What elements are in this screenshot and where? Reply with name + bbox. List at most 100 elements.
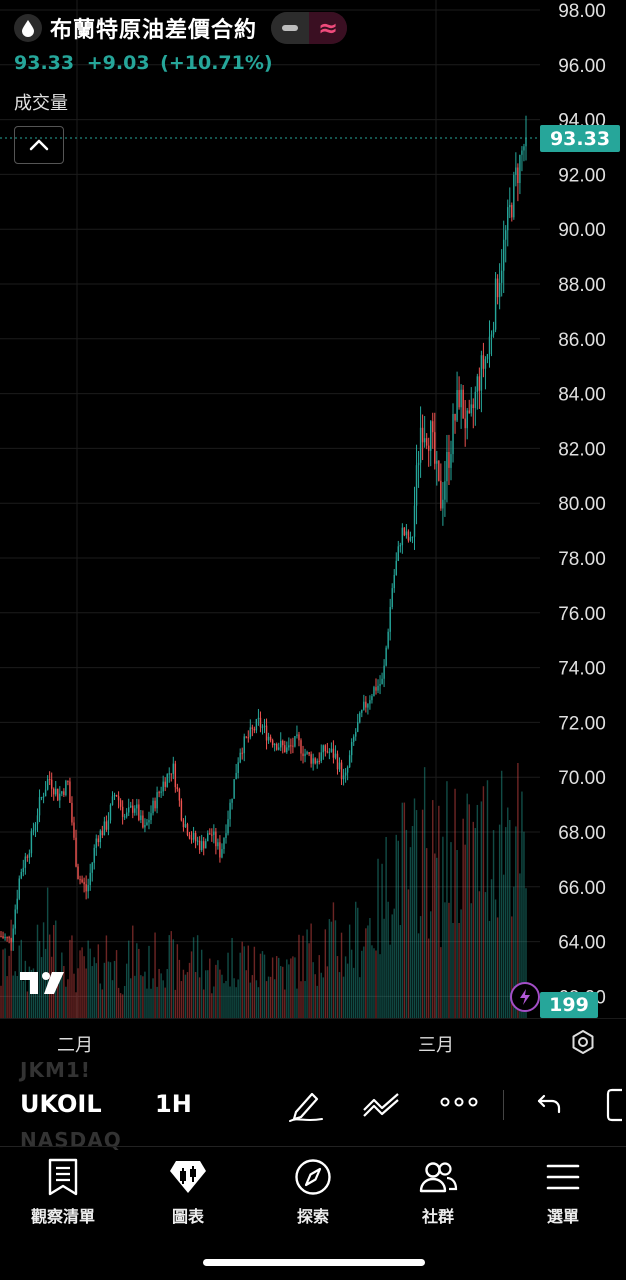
volume-bar [359,977,361,1018]
price-axis-label: 70.00 [558,768,606,789]
volume-bar [275,956,278,1018]
candle-body [476,376,479,392]
candle-body [243,736,245,754]
trend-lines-icon[interactable] [362,1088,402,1126]
approx-icon[interactable]: ≈ [309,12,348,44]
volume-bar [28,966,31,1018]
candle-body [288,745,290,748]
candle-body [405,531,408,536]
volume-bar [314,974,316,1018]
time-axis[interactable]: 二月 三月 [0,1018,626,1065]
undo-icon[interactable] [536,1092,562,1120]
volume-bar [144,971,146,1018]
candle-body [401,527,404,546]
minus-icon[interactable] [271,12,310,44]
volume-bar [178,959,181,1018]
candle-body [200,841,203,851]
candle-body [298,734,300,741]
candle-body [144,824,146,828]
volume-bar [399,925,402,1018]
candle-body [348,755,351,768]
candle-body [207,833,209,842]
candle-body [105,821,108,830]
candle-body [367,703,369,708]
volume-bar [227,952,229,1018]
volume-bar [158,968,160,1018]
volume-bar [525,888,527,1018]
volume-bar [496,917,499,1018]
volume-bar [377,858,379,1018]
volume-bar [286,959,288,1018]
last-volume-label: 199 [540,992,598,1018]
candle-body [316,760,318,764]
candle-body [67,781,69,783]
more-icon[interactable] [440,1094,478,1113]
volume-bar [393,908,395,1018]
nav-item-community[interactable]: 社群 [388,1157,488,1227]
volume-indicator-label[interactable]: 成交量 [14,93,68,114]
volume-bar [379,954,381,1018]
volume-bar [24,960,27,1018]
candle-body [184,824,187,828]
volume-bar [160,973,162,1018]
volume-bar [170,931,172,1018]
candle-body [436,460,438,464]
candle-body [8,937,10,939]
candle-body [371,696,373,701]
candle-body [494,278,497,330]
nav-item-chart[interactable]: 圖表 [138,1157,238,1227]
candle-body [263,725,266,727]
nav-item-explore[interactable]: 探索 [263,1157,363,1227]
candle-body [160,791,162,793]
volume-bar [115,950,118,1018]
candle-body [269,736,272,741]
quote-change: +9.03 [86,52,150,74]
nav-item-menu[interactable]: 選單 [513,1157,613,1227]
candle-body [355,731,357,737]
candle-body [361,709,363,713]
symbol-selector[interactable]: UKOIL [20,1090,102,1118]
volume-bar [101,989,104,1018]
candle-body [357,722,359,732]
candle-body [304,753,306,757]
price-axis-label: 82.00 [558,439,606,460]
price-chart[interactable]: 98.0096.0094.0092.0090.0088.0086.0084.00… [0,0,626,1018]
collapse-button[interactable] [14,126,64,164]
candle-body [87,885,89,892]
chart-header: 布蘭特原油差價合約 ≈ [14,12,348,44]
nav-item-watchlist[interactable]: 觀察清單 [13,1157,113,1227]
volume-bar [219,969,221,1018]
volume-bar [355,901,357,1018]
symbol-title[interactable]: 布蘭特原油差價合約 [50,18,258,43]
candle-body [415,465,418,506]
settings-icon[interactable] [570,1029,596,1059]
home-indicator[interactable] [203,1259,425,1266]
chart-mode-toggle[interactable]: ≈ [271,12,348,44]
candle-body [438,460,440,481]
candle-body [6,937,8,939]
candle-body [101,830,104,836]
fullscreen-icon[interactable] [606,1088,626,1126]
interval-selector[interactable]: 1H [155,1090,192,1118]
volume-bar [146,988,148,1018]
candle-body [202,841,205,849]
volume-bar [391,914,393,1018]
lightning-icon[interactable] [510,982,540,1012]
volume-bar [338,972,341,1018]
volume-bar [156,986,158,1018]
price-axis-label: 76.00 [558,604,606,625]
volume-bar [233,978,235,1018]
volume-bar [168,935,170,1018]
volume-bar [324,929,327,1018]
bottom-navigation: 觀察清單 圖表 探索 社群 選單 [0,1146,626,1247]
volume-bar [363,946,365,1018]
volume-bar [348,924,351,1018]
candle-body [290,745,292,747]
next-symbol-hint: NASDAQ [20,1128,122,1152]
pencil-icon[interactable] [288,1088,324,1126]
volume-bar [269,976,272,1018]
volume-bar [466,793,468,1018]
candle-body [363,701,365,710]
volume-bar [385,836,387,1018]
price-axis-label: 74.00 [558,659,606,680]
